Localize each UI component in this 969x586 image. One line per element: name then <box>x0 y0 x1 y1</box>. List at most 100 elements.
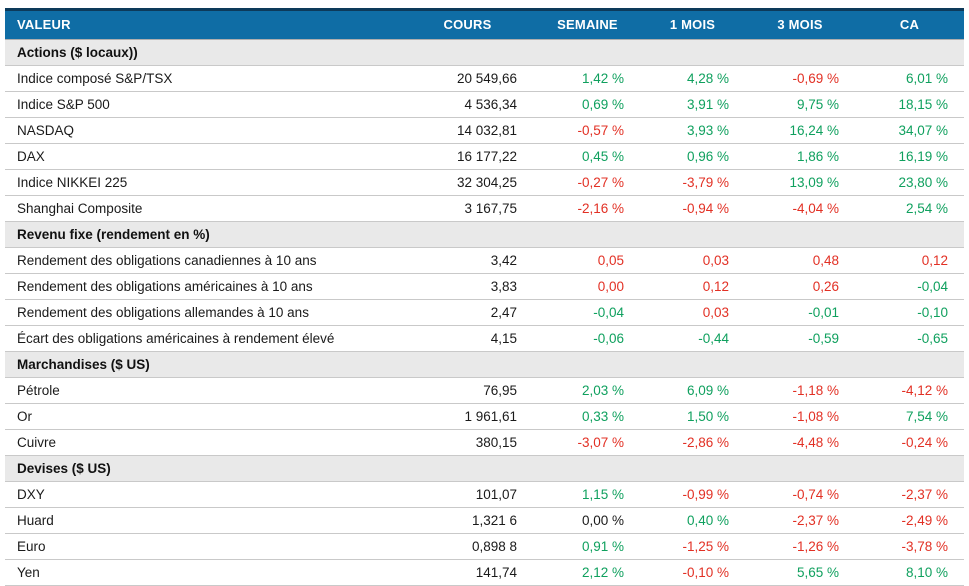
table-row: Indice S&P 500 4 536,34 0,69 % 3,91 % 9,75 %… <box>5 91 964 118</box>
cell-3mois: -0,01 <box>745 299 855 326</box>
cell-cours: 1 961,61 <box>400 403 535 430</box>
column-header-1-mois: 1 MOIS <box>640 8 745 40</box>
row-label: NASDAQ <box>5 117 400 144</box>
section-title: Marchandises ($ US) <box>5 351 964 378</box>
cell-cours: 0,898 8 <box>400 533 535 560</box>
table-row: DAX 16 177,22 0,45 % 0,96 % 1,86 % 16,19 % <box>5 143 964 170</box>
cell-ca: -2,37 % <box>855 481 964 508</box>
column-header-valeur: VALEUR <box>5 8 400 40</box>
cell-cours: 380,15 <box>400 429 535 456</box>
cell-semaine: 2,12 % <box>535 559 640 586</box>
cell-1mois: -2,86 % <box>640 429 745 456</box>
cell-3mois: -0,74 % <box>745 481 855 508</box>
cell-3mois: -0,59 <box>745 325 855 352</box>
cell-3mois: 1,86 % <box>745 143 855 170</box>
row-label: Pétrole <box>5 377 400 404</box>
cell-3mois: -1,18 % <box>745 377 855 404</box>
table-row: DXY 101,07 1,15 % -0,99 % -0,74 % -2,37 % <box>5 481 964 508</box>
row-label: Rendement des obligations canadiennes à … <box>5 247 400 274</box>
cell-3mois: 0,26 <box>745 273 855 300</box>
cell-semaine: -0,04 <box>535 299 640 326</box>
table-row: Écart des obligations américaines à rend… <box>5 325 964 352</box>
cell-cours: 2,47 <box>400 299 535 326</box>
cell-semaine: 0,91 % <box>535 533 640 560</box>
cell-ca: -0,65 <box>855 325 964 352</box>
table-row: NASDAQ 14 032,81 -0,57 % 3,93 % 16,24 % 34,07… <box>5 117 964 144</box>
section-header-row: Actions ($ locaux)) <box>5 39 964 66</box>
cell-1mois: -0,99 % <box>640 481 745 508</box>
cell-3mois: -2,37 % <box>745 507 855 534</box>
cell-1mois: 3,91 % <box>640 91 745 118</box>
cell-semaine: 0,00 % <box>535 507 640 534</box>
cell-3mois: -1,26 % <box>745 533 855 560</box>
column-header-cours: COURS <box>400 8 535 40</box>
table-row: Or 1 961,61 0,33 % 1,50 % -1,08 % 7,54 % <box>5 403 964 430</box>
cell-cours: 3,83 <box>400 273 535 300</box>
cell-cours: 14 032,81 <box>400 117 535 144</box>
cell-semaine: 0,00 <box>535 273 640 300</box>
cell-ca: 6,01 % <box>855 65 964 92</box>
row-label: DAX <box>5 143 400 170</box>
cell-semaine: -0,06 <box>535 325 640 352</box>
cell-ca: 2,54 % <box>855 195 964 222</box>
cell-ca: -0,24 % <box>855 429 964 456</box>
table-row: Rendement des obligations allemandes à 1… <box>5 299 964 326</box>
cell-1mois: -0,44 <box>640 325 745 352</box>
cell-semaine: -0,57 % <box>535 117 640 144</box>
cell-semaine: -2,16 % <box>535 195 640 222</box>
row-label: Rendement des obligations américaines à … <box>5 273 400 300</box>
cell-3mois: -0,69 % <box>745 65 855 92</box>
table-row: Euro 0,898 8 0,91 % -1,25 % -1,26 % -3,78 % <box>5 533 964 560</box>
table-row: Indice composé S&P/TSX 20 549,66 1,42 % 4,2… <box>5 65 964 92</box>
cell-1mois: -3,79 % <box>640 169 745 196</box>
cell-ca: 23,80 % <box>855 169 964 196</box>
cell-cours: 3,42 <box>400 247 535 274</box>
cell-ca: -0,04 <box>855 273 964 300</box>
cell-cours: 76,95 <box>400 377 535 404</box>
row-label: Indice S&P 500 <box>5 91 400 118</box>
cell-semaine: -0,27 % <box>535 169 640 196</box>
cell-semaine: 0,69 % <box>535 91 640 118</box>
cell-ca: 8,10 % <box>855 559 964 586</box>
section-title: Devises ($ US) <box>5 455 964 482</box>
cell-ca: 0,12 <box>855 247 964 274</box>
header-row: VALEUR COURS SEMAINE 1 MOIS 3 MOIS CA <box>5 8 964 40</box>
cell-1mois: 1,50 % <box>640 403 745 430</box>
row-label: Cuivre <box>5 429 400 456</box>
cell-ca: 7,54 % <box>855 403 964 430</box>
table-row: Pétrole 76,95 2,03 % 6,09 % -1,18 % -4,12 % <box>5 377 964 404</box>
row-label: Yen <box>5 559 400 586</box>
row-label: Huard <box>5 507 400 534</box>
table-row: Rendement des obligations américaines à … <box>5 273 964 300</box>
cell-1mois: 0,03 <box>640 247 745 274</box>
cell-3mois: -4,04 % <box>745 195 855 222</box>
cell-semaine: 2,03 % <box>535 377 640 404</box>
section-header-row: Revenu fixe (rendement en %) <box>5 221 964 248</box>
cell-1mois: 4,28 % <box>640 65 745 92</box>
cell-cours: 3 167,75 <box>400 195 535 222</box>
cell-ca: -2,49 % <box>855 507 964 534</box>
cell-ca: 16,19 % <box>855 143 964 170</box>
table-header: VALEUR COURS SEMAINE 1 MOIS 3 MOIS CA <box>5 8 964 40</box>
table-body: Actions ($ locaux)) Indice composé S&P/TS… <box>5 39 964 586</box>
cell-1mois: 0,03 <box>640 299 745 326</box>
column-header-3-mois: 3 MOIS <box>745 8 855 40</box>
cell-3mois: 0,48 <box>745 247 855 274</box>
row-label: Euro <box>5 533 400 560</box>
cell-semaine: 0,33 % <box>535 403 640 430</box>
cell-3mois: -4,48 % <box>745 429 855 456</box>
section-title: Actions ($ locaux)) <box>5 39 964 66</box>
table-row: Shanghai Composite 3 167,75 -2,16 % -0,94 %… <box>5 195 964 222</box>
cell-3mois: 16,24 % <box>745 117 855 144</box>
cell-ca: -4,12 % <box>855 377 964 404</box>
cell-1mois: 6,09 % <box>640 377 745 404</box>
cell-cours: 20 549,66 <box>400 65 535 92</box>
cell-1mois: 0,12 <box>640 273 745 300</box>
cell-1mois: -0,94 % <box>640 195 745 222</box>
cell-ca: 18,15 % <box>855 91 964 118</box>
cell-ca: -3,78 % <box>855 533 964 560</box>
cell-3mois: 13,09 % <box>745 169 855 196</box>
cell-1mois: -1,25 % <box>640 533 745 560</box>
cell-1mois: 0,40 % <box>640 507 745 534</box>
